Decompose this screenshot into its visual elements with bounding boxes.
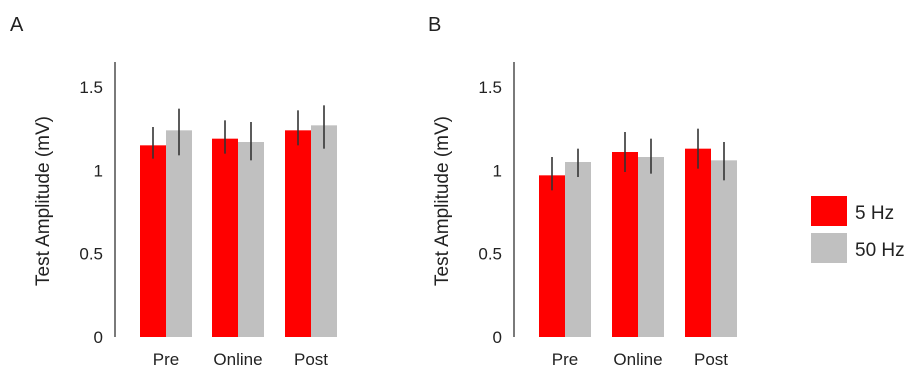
x-tick-label-b: Online xyxy=(613,350,662,369)
y-ticks-b: 0 0.5 1 1.5 xyxy=(478,78,502,347)
bars-a xyxy=(140,105,337,337)
bar-b-pre-50hz xyxy=(565,162,591,337)
x-ticks-b: Pre Online Post xyxy=(552,350,729,369)
bar-b-pre-5hz xyxy=(539,175,565,337)
bar-b-post-5hz xyxy=(685,148,711,337)
bar-a-post-50hz xyxy=(311,125,337,337)
y-tick-label-a: 0 xyxy=(94,328,103,347)
y-axis-label-b: Test Amplitude (mV) xyxy=(432,116,453,286)
x-tick-label-b: Post xyxy=(694,350,728,369)
bar-b-post-50hz xyxy=(711,160,737,337)
x-tick-label-a: Post xyxy=(294,350,328,369)
bar-a-post-5hz xyxy=(285,130,311,337)
panel-a: A Test Amplitude (mV) 0 0.5 1 1.5 Pre Online… xyxy=(10,14,337,369)
legend-label-5hz: 5 Hz xyxy=(855,203,894,224)
y-tick-label-b: 0.5 xyxy=(478,245,502,264)
x-ticks-a: Pre Online Post xyxy=(153,350,329,369)
legend-swatch-5hz xyxy=(811,196,847,226)
bar-a-pre-5hz xyxy=(140,145,166,337)
y-tick-label-a: 0.5 xyxy=(79,245,103,264)
y-tick-label-b: 1.5 xyxy=(478,78,502,97)
legend: 5 Hz 50 Hz xyxy=(811,196,905,263)
x-tick-label-a: Online xyxy=(213,350,262,369)
legend-label-50hz: 50 Hz xyxy=(855,240,905,261)
bar-b-online-50hz xyxy=(638,157,664,337)
y-ticks-a: 0 0.5 1 1.5 xyxy=(79,78,103,347)
panel-b: B Test Amplitude (mV) 0 0.5 1 1.5 Pre Online… xyxy=(428,14,737,369)
y-axis-label-a: Test Amplitude (mV) xyxy=(33,116,54,286)
bar-b-online-5hz xyxy=(612,152,638,337)
y-tick-label-a: 1.5 xyxy=(79,78,103,97)
x-tick-label-b: Pre xyxy=(552,350,578,369)
legend-swatch-50hz xyxy=(811,233,847,263)
bar-a-online-50hz xyxy=(238,142,264,337)
y-tick-label-b: 1 xyxy=(493,161,502,180)
bar-a-online-5hz xyxy=(212,138,238,337)
bars-b xyxy=(539,128,737,337)
panel-label-b: B xyxy=(428,14,441,36)
y-tick-label-b: 0 xyxy=(493,328,502,347)
x-tick-label-a: Pre xyxy=(153,350,179,369)
panel-label-a: A xyxy=(10,14,24,36)
y-tick-label-a: 1 xyxy=(94,161,103,180)
bar-a-pre-50hz xyxy=(166,130,192,337)
